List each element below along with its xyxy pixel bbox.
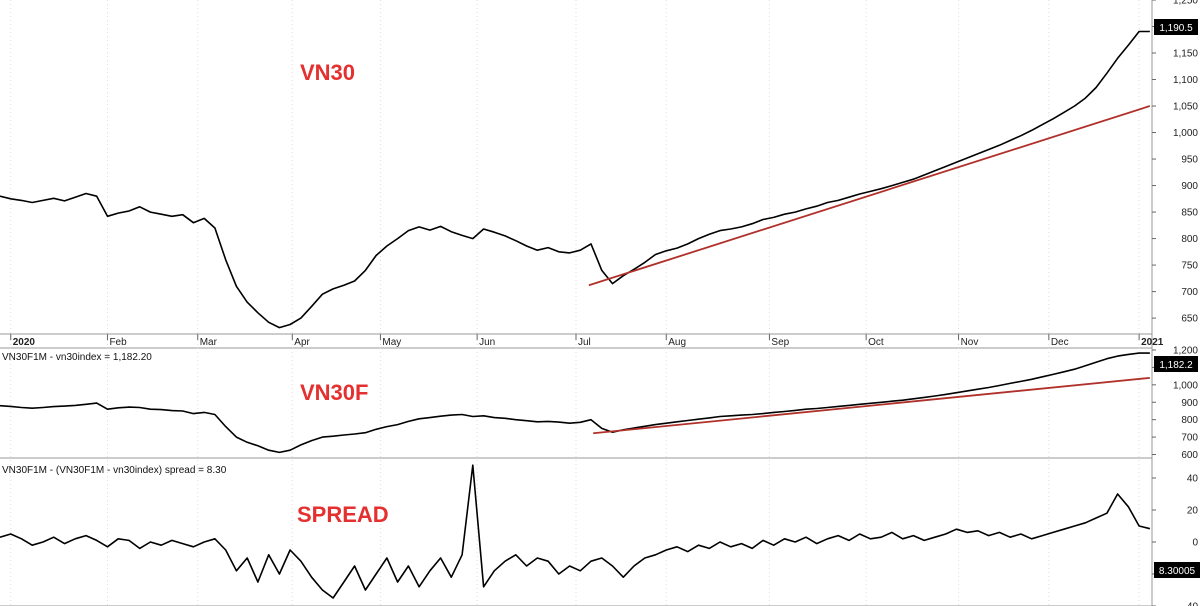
middle-pane-title: VN30F1M - vn30index = 1,182.20 [2,352,152,363]
date-tick-label: Sep [771,337,789,348]
vn30-label: VN30 [300,60,355,85]
middle-y-tick-label: 800 [1181,415,1198,426]
spread-last-value: 8.30005 [1159,566,1196,577]
top-y-tick-label: 1,150 [1173,49,1198,60]
vn30f-label: VN30F [300,380,368,405]
date-tick-label: Apr [294,337,310,348]
date-tick-label: Feb [109,337,127,348]
top-y-tick-label: 1,250 [1173,0,1198,7]
middle-y-tick-label: 900 [1181,398,1198,409]
top-series-line [0,30,1150,329]
top-y-tick-label: 950 [1181,155,1198,166]
vn30f-last-value: 1,182.2 [1159,360,1193,371]
spread-label: SPREAD [297,502,389,527]
middle-y-tick-label: 600 [1181,450,1198,461]
date-tick-label: 2020 [13,337,36,348]
middle-y-tick-label: 1,200 [1173,346,1198,357]
date-tick-label: Oct [868,337,884,348]
top-y-tick-label: 700 [1181,287,1198,298]
middle-series-line [0,352,1150,454]
bottom-series-line [0,464,1151,599]
top-y-tick-label: 650 [1181,314,1198,325]
middle-y-tick-label: 1,000 [1173,380,1198,391]
top-y-tick-label: 750 [1181,261,1198,272]
spread-last-value-box: 8.30005 [1154,562,1200,578]
bottom-y-tick-label: -40 [1184,602,1199,606]
date-tick-label: Jul [578,337,591,348]
top-y-tick-label: 850 [1181,208,1198,219]
date-tick-label: Dec [1051,337,1069,348]
top-y-tick-label: 800 [1181,234,1198,245]
date-tick-label: Nov [961,337,979,348]
date-tick-label: Mar [200,337,218,348]
top-y-tick-label: 1,100 [1173,75,1198,86]
bottom-y-tick-label: 0 [1192,538,1198,549]
top-y-tick-label: 900 [1181,181,1198,192]
bottom-pane-title: VN30F1M - (VN30F1M - vn30index) spread =… [2,465,227,476]
top-trendline [588,105,1151,287]
bottom-y-tick-label: 40 [1187,474,1199,485]
date-tick-label: May [382,337,401,348]
plot-layer [0,30,1151,599]
top-y-tick-label: 1,000 [1173,128,1198,139]
date-tick-label: Aug [668,337,686,348]
bottom-y-tick-label: 20 [1187,506,1199,517]
date-tick-label: Jun [479,337,495,348]
vn30-last-value: 1,190.5 [1159,23,1193,34]
middle-y-tick-label: 700 [1181,433,1198,444]
middle-trendline [593,376,1150,435]
vn30-last-value-box: 1,190.5 [1154,19,1198,35]
date-tick-label: 2021 [1141,337,1164,348]
vn30f-last-value-box: 1,182.2 [1154,356,1198,372]
grid-layer [10,0,1140,606]
top-y-tick-label: 1,050 [1173,102,1198,113]
